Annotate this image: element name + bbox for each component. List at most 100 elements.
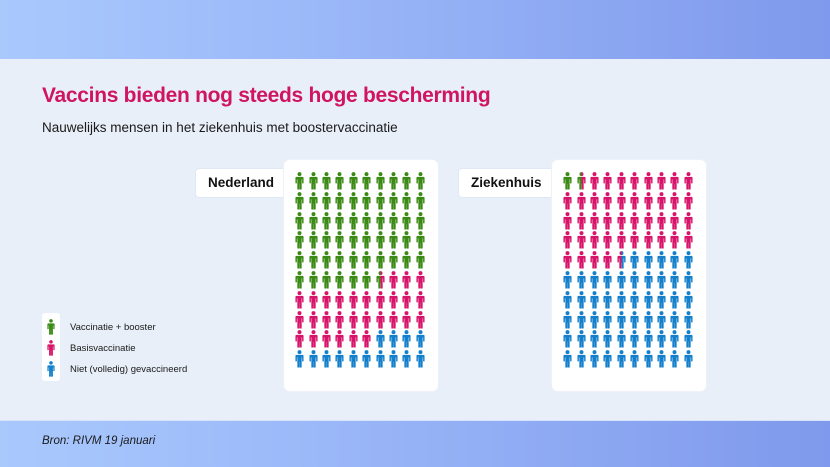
person-icon [320, 251, 333, 271]
person-icon [320, 310, 333, 331]
person-icon [414, 191, 427, 212]
person-icon [333, 172, 346, 192]
person-icon [306, 290, 319, 311]
person-icon [682, 191, 695, 212]
person-icon [306, 330, 319, 350]
person-icon [320, 211, 333, 232]
person-icon [641, 211, 654, 232]
person-icon [414, 271, 427, 291]
person-icon [306, 231, 319, 251]
person-icon [641, 271, 654, 291]
person-icon [655, 231, 668, 251]
person-icon [360, 231, 373, 251]
legend-label: Vaccinatie + booster [70, 321, 156, 333]
person-icon [293, 271, 306, 291]
person-icon [414, 172, 427, 192]
person-icon [306, 271, 319, 291]
person-icon [682, 172, 695, 192]
person-icon [293, 290, 306, 311]
person-icon [668, 251, 681, 271]
person-icon [360, 251, 373, 271]
person-icon [561, 330, 574, 350]
person-icon [574, 211, 587, 232]
person-icon [387, 251, 400, 271]
person-icon [373, 350, 386, 370]
person-icon [588, 231, 601, 251]
person-icon [387, 271, 400, 291]
person-icon [387, 172, 400, 192]
person-icon [574, 172, 587, 192]
person-icon [615, 191, 628, 212]
person-icon [320, 172, 333, 192]
person-icon [655, 350, 668, 370]
person-icon [360, 310, 373, 331]
person-icon [333, 290, 346, 311]
person-icon [601, 271, 614, 291]
person-icon [641, 290, 654, 311]
person-icon [373, 271, 386, 291]
person-icon [306, 251, 319, 271]
person-icon [360, 172, 373, 192]
person-icon [293, 330, 306, 350]
pictogram-nederland [284, 160, 438, 391]
person-icon [682, 330, 695, 350]
person-icon [668, 271, 681, 291]
icon-grid-nederland [293, 172, 427, 370]
person-icon [333, 191, 346, 212]
person-icon [668, 231, 681, 251]
person-icon [320, 330, 333, 350]
person-icon [588, 290, 601, 311]
person-icon [387, 191, 400, 212]
person-icon [414, 330, 427, 350]
person-icon [306, 191, 319, 212]
person-icon [628, 310, 641, 331]
person-icon [387, 211, 400, 232]
person-icon [293, 310, 306, 331]
person-icon [414, 310, 427, 331]
person-icon [347, 191, 360, 212]
person-icon [414, 211, 427, 232]
person-icon [588, 271, 601, 291]
person-icon [561, 251, 574, 271]
person-icon [682, 271, 695, 291]
person-icon [601, 211, 614, 232]
person-icon [360, 271, 373, 291]
person-icon [588, 330, 601, 350]
person-icon [682, 350, 695, 370]
person-icon [414, 350, 427, 370]
person-icon [47, 319, 55, 335]
person-icon [655, 310, 668, 331]
person-icon [347, 231, 360, 251]
person-icon [347, 211, 360, 232]
person-icon [333, 231, 346, 251]
person-icon [655, 290, 668, 311]
person-icon [655, 330, 668, 350]
icon-grid-ziekenhuis [561, 172, 695, 370]
person-icon [333, 211, 346, 232]
person-icon [561, 310, 574, 331]
person-icon [387, 310, 400, 331]
person-icon [641, 231, 654, 251]
person-icon [320, 271, 333, 291]
header-band [0, 0, 830, 59]
person-icon [414, 251, 427, 271]
person-icon [641, 251, 654, 271]
legend-item-unvaccinated: Niet (volledig) gevaccineerd [42, 359, 187, 379]
person-icon [320, 290, 333, 311]
person-icon [373, 172, 386, 192]
person-icon [373, 330, 386, 350]
person-icon [373, 290, 386, 311]
person-icon [347, 271, 360, 291]
person-icon [414, 290, 427, 311]
person-icon [347, 290, 360, 311]
person-icon [668, 172, 681, 192]
person-icon [615, 350, 628, 370]
person-icon [47, 361, 55, 377]
person-icon [574, 310, 587, 331]
person-icon [347, 251, 360, 271]
person-icon [400, 211, 413, 232]
person-icon [306, 211, 319, 232]
person-icon [615, 172, 628, 192]
person-icon [655, 251, 668, 271]
legend-label: Niet (volledig) gevaccineerd [70, 363, 188, 375]
